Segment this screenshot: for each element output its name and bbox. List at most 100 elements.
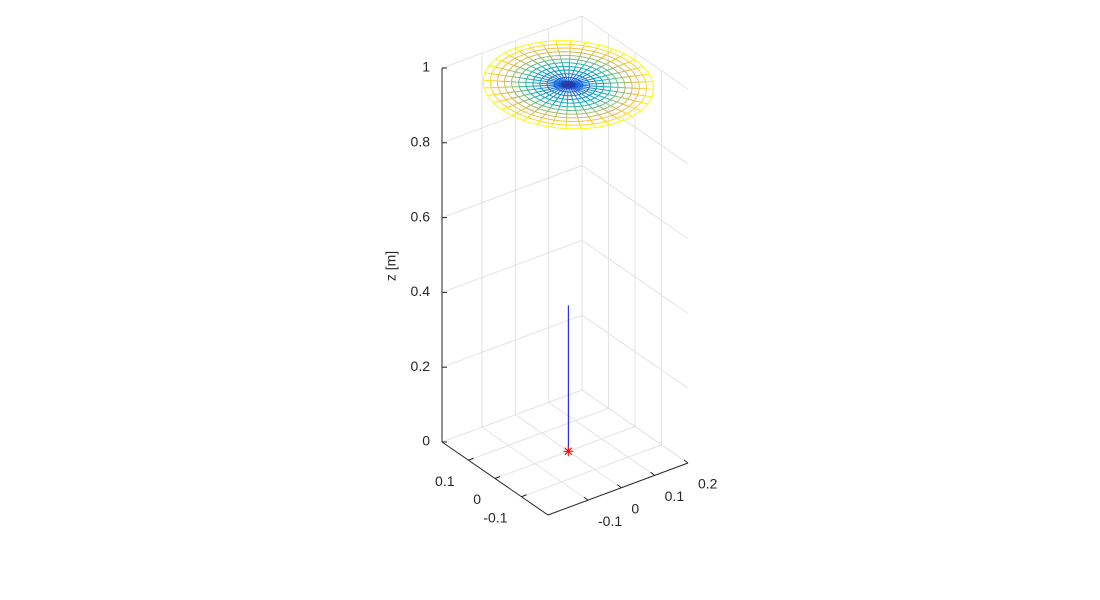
surface-spoke xyxy=(588,89,595,92)
floor-grid-line xyxy=(521,444,662,498)
surface-spoke xyxy=(549,91,555,96)
surface-spoke xyxy=(608,48,614,53)
surface-spoke xyxy=(502,68,510,71)
wall-grid-line xyxy=(581,314,689,389)
surface-spoke xyxy=(501,60,508,64)
surface-spoke xyxy=(562,87,567,92)
surface-ring xyxy=(482,40,654,130)
floor-grid-line xyxy=(468,407,609,461)
surface-spoke xyxy=(601,63,607,68)
x-tick xyxy=(468,457,474,461)
floor-grid-line xyxy=(481,426,589,501)
wall-grid-line xyxy=(581,389,689,464)
surface-spoke xyxy=(505,75,513,78)
surface-spoke xyxy=(586,66,591,71)
surface-spoke xyxy=(543,45,547,50)
surface-spoke xyxy=(597,57,603,62)
surface-spoke xyxy=(598,105,604,110)
surface-spoke xyxy=(605,73,613,77)
surface-spoke xyxy=(584,92,590,96)
x-tick-label: -0.1 xyxy=(483,509,507,525)
surface-spoke xyxy=(577,117,580,122)
surface-spoke xyxy=(573,66,576,71)
surface-spoke xyxy=(598,114,603,119)
surface-spoke xyxy=(511,112,517,116)
surface-spoke xyxy=(552,59,556,64)
wall-grid-line xyxy=(581,165,689,240)
surface-spoke xyxy=(628,75,636,78)
surface-spoke xyxy=(615,77,623,79)
surface-ring xyxy=(496,47,640,122)
y-tick-label: 0.1 xyxy=(665,488,685,504)
surface-spoke xyxy=(636,66,644,69)
surface-spoke xyxy=(560,91,564,95)
y-tick xyxy=(617,484,622,489)
surface-spoke xyxy=(539,97,546,101)
surface-spoke xyxy=(591,68,597,73)
surface-spoke xyxy=(550,77,557,81)
surface-spoke xyxy=(583,42,586,47)
surface-spoke xyxy=(559,102,562,107)
surface-spoke xyxy=(556,90,562,95)
surface-spoke xyxy=(586,57,590,62)
surface-spoke xyxy=(608,77,616,80)
surface-spoke xyxy=(561,73,565,78)
surface-spoke xyxy=(609,90,618,93)
x-tick xyxy=(494,476,501,479)
surface-spoke xyxy=(574,86,581,90)
surface-spoke xyxy=(590,73,597,77)
surface-spoke xyxy=(509,55,516,59)
surface-spoke xyxy=(544,94,550,98)
surface-spoke xyxy=(583,109,587,114)
wall-grid-line xyxy=(441,389,583,443)
surface-spoke xyxy=(607,111,613,116)
surface-spoke xyxy=(580,88,587,92)
surface-spoke xyxy=(557,94,561,99)
surface-spoke xyxy=(562,66,565,71)
x-tick-label: 0.1 xyxy=(435,473,455,489)
surface-spoke xyxy=(504,52,511,57)
x-tick-label: 0 xyxy=(473,491,481,507)
surface-spoke xyxy=(501,106,508,110)
surface-spoke xyxy=(525,69,533,73)
surface-spoke xyxy=(484,72,492,75)
surface-spoke xyxy=(556,109,559,114)
surface-spoke xyxy=(595,79,603,82)
surface-spoke xyxy=(615,56,621,60)
surface-spoke xyxy=(622,76,629,79)
surface-spoke xyxy=(642,73,650,76)
surface-spoke xyxy=(582,74,588,78)
surface-spoke xyxy=(558,86,564,91)
surface-spoke xyxy=(514,57,521,62)
surface-spoke xyxy=(588,80,596,83)
surface-spoke xyxy=(500,92,508,95)
surface-spoke xyxy=(561,77,566,82)
surface-spoke xyxy=(543,75,551,79)
surface-spoke xyxy=(574,91,579,96)
surface-spoke xyxy=(581,81,589,84)
surface-spoke xyxy=(527,44,532,49)
surface-spoke xyxy=(605,102,612,107)
surface-spoke xyxy=(610,99,617,103)
surface-spoke xyxy=(599,75,606,78)
wall-grid-line xyxy=(441,239,583,293)
surface-spoke xyxy=(556,44,559,49)
surface-spoke xyxy=(558,70,563,75)
surface-spoke xyxy=(573,102,576,107)
z-tick-label: 1 xyxy=(422,59,430,75)
surface-spoke xyxy=(557,79,564,83)
surface-spoke xyxy=(601,78,609,81)
surface-spoke xyxy=(546,73,553,78)
surface-spoke xyxy=(578,67,582,72)
surface-spoke xyxy=(518,100,525,104)
surface-spoke xyxy=(554,70,559,76)
surface-spoke xyxy=(580,64,585,69)
surface-spoke xyxy=(516,109,522,114)
surface-spoke xyxy=(577,76,583,81)
surface-spoke xyxy=(628,105,636,109)
surface-spoke xyxy=(593,76,600,80)
y-tick xyxy=(683,459,689,464)
surface-spoke xyxy=(523,117,528,121)
surface-spoke xyxy=(544,110,548,115)
